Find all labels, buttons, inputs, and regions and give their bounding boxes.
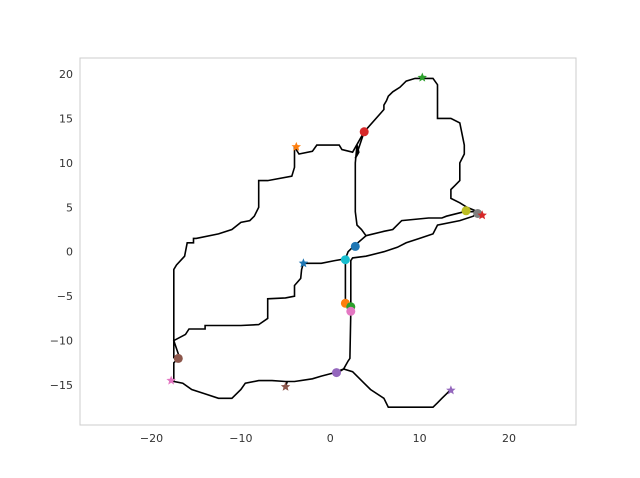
y-axis-ticks: −15 −10 −5 0 5 10 15 20 — [50, 68, 73, 392]
x-axis-ticks: −20 −10 0 10 20 — [140, 432, 516, 445]
circle-marker-9 — [461, 206, 471, 216]
y-tick-label: −15 — [50, 379, 73, 392]
x-tick-label: −10 — [229, 432, 252, 445]
route-line-4 — [349, 211, 479, 310]
circle-marker-10 — [340, 255, 350, 265]
route-line-3 — [365, 210, 478, 237]
star-marker-12 — [291, 141, 301, 151]
x-tick-label: 0 — [327, 432, 334, 445]
y-tick-label: 0 — [66, 246, 73, 259]
circle-marker-5 — [332, 368, 341, 378]
circle-marker-7 — [346, 306, 356, 316]
route-line-8 — [293, 131, 365, 155]
route-line-9 — [173, 146, 296, 359]
x-tick-label: −20 — [140, 432, 163, 445]
x-tick-label: 10 — [413, 432, 427, 445]
route-line-10 — [169, 371, 335, 400]
y-tick-label: −10 — [50, 335, 73, 348]
route-line-6 — [303, 258, 346, 265]
circle-marker-4 — [359, 127, 369, 137]
star-marker-17 — [166, 375, 176, 385]
x-tick-label: 20 — [502, 432, 516, 445]
star-marker-11 — [298, 258, 309, 268]
star-marker-15 — [446, 385, 456, 395]
star-marker-14 — [477, 210, 487, 220]
circle-marker-6 — [173, 353, 183, 363]
circle-marker-1 — [350, 241, 360, 251]
y-tick-label: 20 — [59, 68, 73, 81]
y-tick-label: 15 — [59, 112, 73, 125]
plot-area — [79, 57, 577, 426]
star-marker-13 — [417, 72, 427, 82]
route-line-2 — [363, 77, 483, 217]
y-tick-label: 10 — [59, 157, 73, 170]
marker-layer — [166, 72, 487, 395]
route-line-7 — [172, 263, 305, 359]
y-tick-label: −5 — [57, 290, 73, 303]
route-line-13 — [334, 368, 452, 409]
star-marker-16 — [280, 381, 291, 391]
y-tick-label: 5 — [66, 201, 73, 214]
route-line-1 — [352, 131, 368, 248]
